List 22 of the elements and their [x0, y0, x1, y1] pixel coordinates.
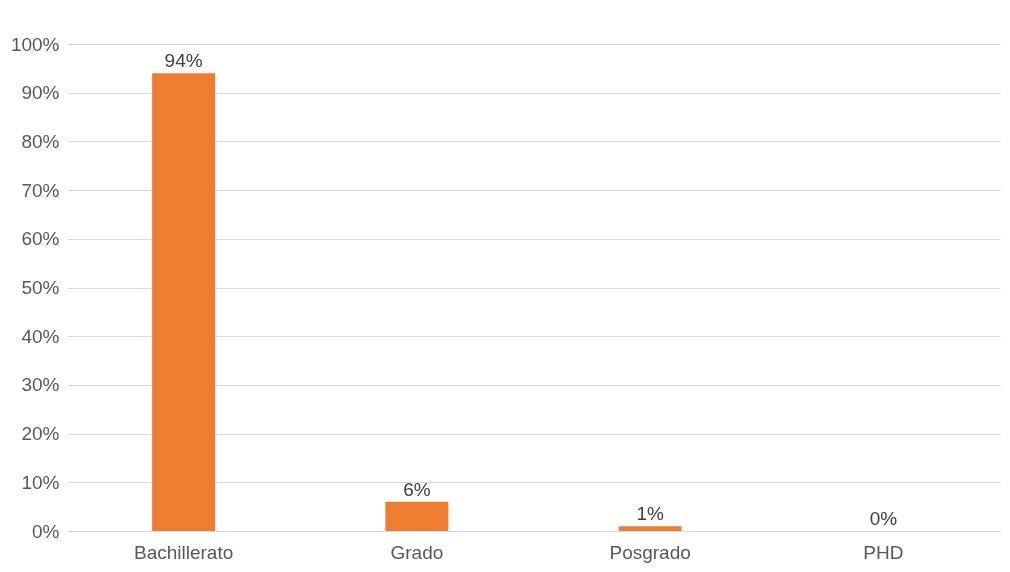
- data-label: 6%: [403, 478, 431, 500]
- y-tick-label: 20%: [21, 423, 60, 445]
- bar: [152, 73, 216, 531]
- y-tick-label: 30%: [21, 374, 60, 396]
- y-tick-label: 80%: [21, 130, 60, 152]
- y-tick-label: 70%: [21, 179, 60, 201]
- y-tick-label: 100%: [10, 33, 60, 55]
- y-tick-label: 90%: [21, 82, 60, 104]
- y-tick-label: 50%: [21, 277, 60, 298]
- y-tick-label: 0%: [32, 520, 60, 542]
- bar: [618, 526, 682, 531]
- data-label: 94%: [164, 50, 203, 72]
- y-tick-label: 40%: [21, 325, 60, 347]
- y-tick-label: 10%: [21, 471, 60, 493]
- data-label: 1%: [636, 503, 664, 525]
- x-tick-label: Posgrado: [609, 541, 691, 563]
- x-tick-label: PHD: [863, 541, 904, 563]
- y-tick-label: 60%: [21, 228, 60, 250]
- x-tick-label: Bachillerato: [133, 541, 234, 563]
- bar: [385, 501, 449, 531]
- x-tick-label: Grado: [390, 541, 444, 563]
- data-label: 0%: [869, 508, 898, 529]
